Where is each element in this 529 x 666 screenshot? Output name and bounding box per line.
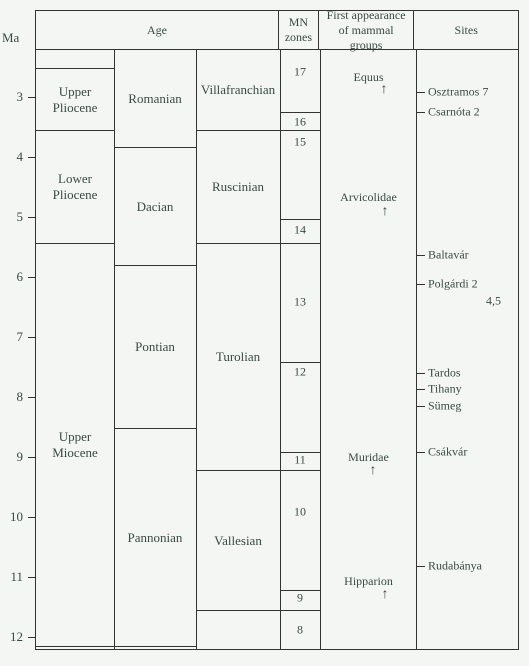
mn-divider [280,470,320,471]
y-tick-label: 6 [17,269,24,285]
mammal-group-label: Hipparion [321,574,416,589]
site-tick [417,389,425,390]
site-tick [417,255,425,256]
mn-zone-number: 10 [280,505,320,520]
arrow-up-icon: ↑ [370,463,377,479]
mn-zone-number: 14 [280,223,320,238]
arrow-up-icon: ↑ [381,82,388,98]
mn-zone-number: 17 [280,65,320,80]
age-substage-cell: Turolian [196,243,280,470]
y-tick-mark [28,97,35,98]
mn-divider [280,610,320,611]
site-tick [417,452,425,453]
mn-divider [280,130,320,131]
mn-divider [280,112,320,113]
mn-zone-number: 13 [280,295,320,310]
y-tick-mark [28,277,35,278]
age-substage-cell: Ruscinian [196,130,280,243]
chart-body: UpperPlioceneLowerPlioceneUpperMiocene Ro… [35,49,519,650]
mn-zone-number: 15 [280,135,320,150]
header-row: Age MN zones First appearance of mammal … [35,10,519,49]
y-tick-label: 12 [10,629,23,645]
y-tick-mark [28,157,35,158]
y-tick-mark [28,457,35,458]
col1-bot [36,646,114,647]
y-tick-label: 11 [10,569,23,585]
mn-divider [280,362,320,363]
y-tick-label: 5 [17,209,24,225]
site-tick [417,406,425,407]
y-tick-label: 8 [17,389,24,405]
y-tick-label: 3 [17,89,24,105]
age-stage-cell: Dacian [114,147,196,265]
y-tick-mark [28,337,35,338]
site-label: Baltavár [428,248,469,263]
site-label: Osztramos 7 [428,85,488,100]
site-label: Sümeg [428,399,461,414]
arrow-up-icon: ↑ [382,204,389,220]
chart-grid: Age MN zones First appearance of mammal … [35,10,519,655]
arrow-up-icon: ↑ [382,587,389,603]
mn-zone-number: 9 [280,591,320,606]
vline-4 [320,50,321,649]
mn-zone-number: 11 [280,453,320,468]
age-epoch-cell: UpperPliocene [36,68,114,130]
age-stage-cell: Pontian [114,265,196,428]
header-sites: Sites [414,11,518,49]
site-tick [417,566,425,567]
col2-bot [114,646,196,647]
y-tick-label: 7 [17,329,24,345]
age-substage-cell: Vallesian [196,470,280,610]
mn-zone-number: 8 [280,623,320,638]
mn-divider [280,219,320,220]
y-tick-mark [28,517,35,518]
mn-zone-number: 12 [280,365,320,380]
site-tick [417,112,425,113]
mammal-group-label: Muridae [321,450,416,465]
y-tick-mark [28,577,35,578]
site-label: Rudabánya [428,559,482,574]
site-label: 4,5 [486,294,501,309]
y-tick-label: 9 [17,449,24,465]
age-epoch-cell: LowerPliocene [36,130,114,243]
site-label: Polgárdi 2 [428,277,478,292]
vline-5 [416,50,417,649]
mammal-group-label: Equus [321,70,416,85]
site-tick [417,373,425,374]
y-tick-label: 10 [10,509,23,525]
col3-bot [196,610,280,611]
y-axis-label: Ma [2,30,19,46]
mammal-group-label: Arvicolidae [321,190,416,205]
y-tick-mark [28,397,35,398]
site-tick [417,284,425,285]
y-axis: 3 4 5 6 7 8 9 10 11 12 [0,49,35,649]
age-substage-cell: Villafranchian [196,50,280,130]
header-mn: MN zones [279,11,319,49]
site-label: Tardos [428,366,460,381]
age-stage-cell: Pannonian [114,428,196,646]
site-label: Csarnóta 2 [428,105,480,120]
header-age: Age [36,11,279,49]
header-mammal: First appearance of mammal groups [319,11,415,49]
y-tick-label: 4 [17,149,24,165]
mn-divider [280,243,320,244]
y-tick-mark [28,637,35,638]
age-epoch-cell: UpperMiocene [36,243,114,646]
mn-zone-number: 16 [280,115,320,130]
site-label: Csákvár [428,445,467,460]
site-tick [417,92,425,93]
site-label: Tihany [428,382,462,397]
y-tick-mark [28,217,35,218]
age-stage-cell: Romanian [114,50,196,147]
